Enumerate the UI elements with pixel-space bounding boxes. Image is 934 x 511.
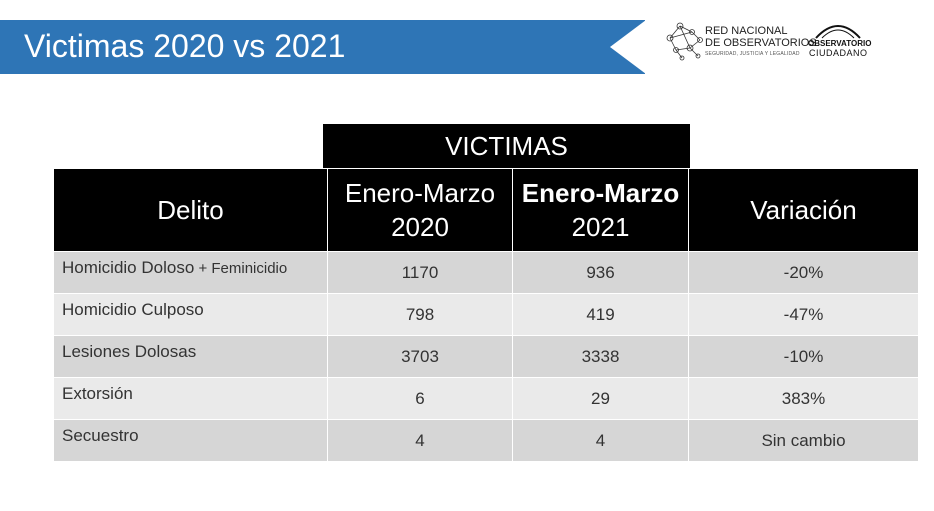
table-row: Extorsión 6 29 383%: [53, 377, 919, 420]
col-header-2021: Enero-Marzo 2021: [512, 168, 689, 252]
cell-2020: 3703: [327, 335, 513, 378]
table-row: Homicidio Culposo 798 419 -47%: [53, 293, 919, 336]
cell-2021: 3338: [512, 335, 689, 378]
cell-delito: Homicidio Doloso + Feminicidio: [53, 251, 328, 294]
cell-variacion: 383%: [688, 377, 919, 420]
title-bar: [0, 20, 645, 74]
cell-2020: 798: [327, 293, 513, 336]
cell-2021: 419: [512, 293, 689, 336]
col-header-delito: Delito: [53, 168, 328, 252]
cell-variacion: Sin cambio: [688, 419, 919, 462]
title-bar-notch: [610, 20, 646, 74]
cell-2021: 29: [512, 377, 689, 420]
cell-2021: 936: [512, 251, 689, 294]
victimas-group-header: VICTIMAS: [323, 124, 690, 168]
red-nacional-tagline: SEGURIDAD, JUSTICIA Y LEGALIDAD: [705, 51, 800, 57]
table-row: Lesiones Dolosas 3703 3338 -10%: [53, 335, 919, 378]
cell-2020: 1170: [327, 251, 513, 294]
cell-2021: 4: [512, 419, 689, 462]
table-header-row: Delito Enero-Marzo 2020 Enero-Marzo 2021 V…: [53, 168, 919, 252]
cell-variacion: -20%: [688, 251, 919, 294]
red-nacional-logo-text: RED NACIONAL DE OBSERVATORIOS: [705, 25, 817, 49]
red-nacional-network-icon: [666, 22, 703, 61]
cell-variacion: -47%: [688, 293, 919, 336]
victimas-table: Delito Enero-Marzo 2020 Enero-Marzo 2021 V…: [53, 168, 919, 462]
cell-delito: Homicidio Culposo: [53, 293, 328, 336]
col-header-variacion: Variación: [688, 168, 919, 252]
cell-2020: 6: [327, 377, 513, 420]
cell-variacion: -10%: [688, 335, 919, 378]
cell-delito: Lesiones Dolosas: [53, 335, 328, 378]
col-header-2020: Enero-Marzo 2020: [327, 168, 513, 252]
cell-delito: Extorsión: [53, 377, 328, 420]
cell-delito: Secuestro: [53, 419, 328, 462]
table-row: Secuestro 4 4 Sin cambio: [53, 419, 919, 462]
observatorio-logo-text: OBSERVATORIO: [808, 39, 872, 48]
observatorio-dome-icon: [815, 25, 861, 39]
ciudadano-logo-text: CIUDADANO: [809, 48, 868, 58]
cell-2020: 4: [327, 419, 513, 462]
page-title: Victimas 2020 vs 2021: [24, 28, 346, 64]
table-row: Homicidio Doloso + Feminicidio 1170 936 …: [53, 251, 919, 294]
